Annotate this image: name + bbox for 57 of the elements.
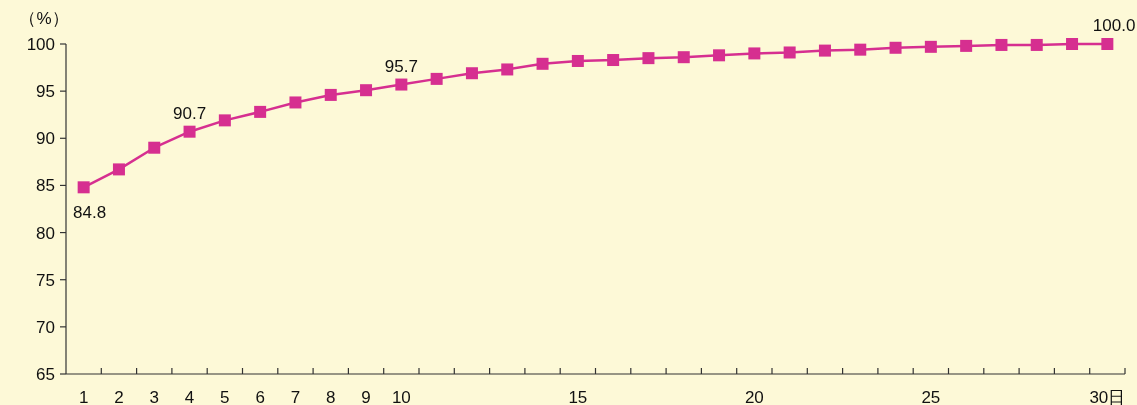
point: [254, 105, 267, 118]
point: [748, 47, 761, 60]
point: [289, 96, 302, 109]
data-label: 90.7: [173, 103, 207, 123]
point: [183, 125, 196, 138]
point: [818, 44, 831, 57]
y-tick-label: 80: [36, 223, 55, 243]
y-tick-label: 85: [36, 176, 55, 196]
point: [642, 52, 655, 65]
point: [218, 114, 231, 127]
point: [395, 78, 408, 91]
x-tick-label: 5: [220, 388, 230, 405]
point: [536, 57, 549, 70]
data-label: 84.8: [73, 203, 107, 223]
x-tick-label: 1: [78, 388, 89, 405]
point: [783, 46, 796, 59]
y-tick-label: 70: [36, 317, 55, 337]
y-tick-label: 95: [36, 82, 55, 102]
point: [713, 49, 726, 62]
x-tick-label: 4: [184, 388, 195, 405]
x-tick-label: 6: [255, 388, 265, 405]
point: [607, 54, 620, 67]
point: [112, 163, 125, 176]
point: [1101, 38, 1114, 50]
point: [1030, 38, 1043, 51]
x-tick-label: 9: [361, 388, 371, 405]
x-tick-label: 7: [290, 388, 301, 405]
y-tick-label: 75: [36, 270, 55, 290]
point: [960, 39, 973, 52]
point: [889, 41, 902, 54]
x-tick-label: 25: [921, 388, 941, 405]
y-axis-title: （%）: [19, 9, 69, 28]
point: [430, 72, 443, 85]
point: [501, 63, 514, 76]
data-label: 95.7: [384, 56, 418, 76]
point: [324, 88, 337, 101]
x-tick-label: 15: [568, 388, 588, 405]
point: [924, 40, 937, 53]
y-tick-label: 90: [36, 129, 55, 149]
x-tick-label: 3: [149, 388, 159, 405]
x-tick-label: 8: [326, 388, 336, 405]
point: [995, 38, 1008, 51]
point: [77, 181, 90, 194]
x-tick-label: 20: [744, 388, 764, 405]
point: [148, 141, 161, 154]
point: [854, 43, 867, 56]
point: [571, 54, 584, 67]
y-tick-label: 65: [36, 365, 55, 384]
point: [1066, 38, 1079, 50]
x-tick-label: 2: [114, 388, 124, 405]
x-tick-label: 10: [391, 388, 411, 405]
y-tick-label: 100: [26, 35, 55, 54]
point: [677, 51, 690, 64]
point: [360, 84, 373, 97]
point: [465, 67, 478, 80]
x-tick-label: 30日: [1089, 388, 1126, 405]
data-label: 100.0: [1092, 16, 1136, 35]
